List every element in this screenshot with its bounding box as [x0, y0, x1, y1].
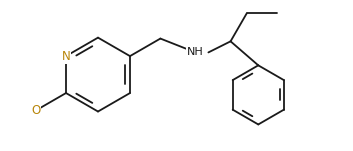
- Text: N: N: [62, 50, 70, 63]
- Text: O: O: [31, 104, 40, 117]
- Text: NH: NH: [187, 47, 204, 57]
